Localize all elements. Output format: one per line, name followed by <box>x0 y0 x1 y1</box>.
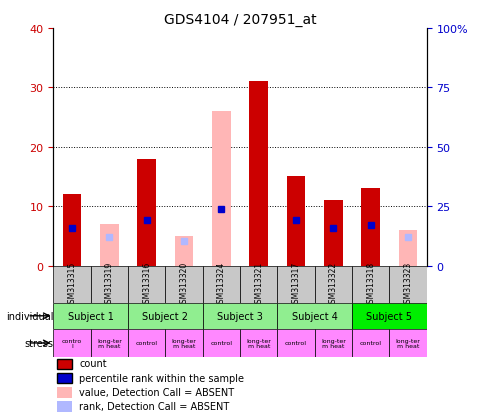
Text: value, Detection Call = ABSENT: value, Detection Call = ABSENT <box>79 387 234 397</box>
FancyBboxPatch shape <box>53 266 91 303</box>
FancyBboxPatch shape <box>202 303 277 329</box>
Bar <box>398 230 417 266</box>
FancyBboxPatch shape <box>240 266 277 303</box>
FancyBboxPatch shape <box>53 329 91 357</box>
Text: control: control <box>359 341 381 346</box>
FancyBboxPatch shape <box>314 266 351 303</box>
Text: contro
l: contro l <box>62 338 82 349</box>
FancyBboxPatch shape <box>91 329 128 357</box>
FancyBboxPatch shape <box>53 303 128 329</box>
Bar <box>323 201 342 266</box>
Text: control: control <box>285 341 306 346</box>
Text: individual: individual <box>6 311 53 321</box>
Text: rank, Detection Call = ABSENT: rank, Detection Call = ABSENT <box>79 401 229 411</box>
FancyBboxPatch shape <box>351 329 389 357</box>
Bar <box>57 359 72 369</box>
Bar <box>361 189 379 266</box>
FancyBboxPatch shape <box>277 303 351 329</box>
FancyBboxPatch shape <box>202 329 240 357</box>
Text: GSM313318: GSM313318 <box>365 261 375 308</box>
FancyBboxPatch shape <box>314 329 351 357</box>
Text: percentile rank within the sample: percentile rank within the sample <box>79 373 244 383</box>
Text: GSM313324: GSM313324 <box>216 261 226 308</box>
Text: Subject 4: Subject 4 <box>291 311 337 321</box>
Bar <box>286 177 305 266</box>
Text: GSM313321: GSM313321 <box>254 261 263 308</box>
FancyBboxPatch shape <box>240 329 277 357</box>
Text: Subject 5: Subject 5 <box>366 311 411 321</box>
Text: long-ter
m heat: long-ter m heat <box>171 338 196 349</box>
Text: GSM313322: GSM313322 <box>328 261 337 308</box>
FancyBboxPatch shape <box>351 303 426 329</box>
Text: long-ter
m heat: long-ter m heat <box>246 338 271 349</box>
Bar <box>57 387 72 398</box>
FancyBboxPatch shape <box>128 266 165 303</box>
Text: GSM313320: GSM313320 <box>179 261 188 308</box>
Title: GDS4104 / 207951_at: GDS4104 / 207951_at <box>164 12 316 26</box>
Text: GSM313317: GSM313317 <box>291 261 300 308</box>
Text: stress: stress <box>24 338 53 348</box>
FancyBboxPatch shape <box>389 329 426 357</box>
Text: GSM313319: GSM313319 <box>105 261 114 308</box>
Bar <box>249 82 268 266</box>
Text: long-ter
m heat: long-ter m heat <box>320 338 345 349</box>
Bar <box>62 195 81 266</box>
Bar <box>212 112 230 266</box>
FancyBboxPatch shape <box>202 266 240 303</box>
FancyBboxPatch shape <box>91 266 128 303</box>
Text: control: control <box>210 341 232 346</box>
Bar <box>174 236 193 266</box>
FancyBboxPatch shape <box>165 266 202 303</box>
Text: GSM313315: GSM313315 <box>67 261 76 308</box>
Text: long-ter
m heat: long-ter m heat <box>97 338 121 349</box>
Text: Subject 1: Subject 1 <box>68 311 113 321</box>
Text: count: count <box>79 358 107 368</box>
FancyBboxPatch shape <box>277 329 314 357</box>
FancyBboxPatch shape <box>128 329 165 357</box>
Text: GSM313323: GSM313323 <box>403 261 412 308</box>
FancyBboxPatch shape <box>277 266 314 303</box>
FancyBboxPatch shape <box>351 266 389 303</box>
Text: control: control <box>136 341 157 346</box>
Text: long-ter
m heat: long-ter m heat <box>395 338 420 349</box>
Bar <box>57 373 72 383</box>
FancyBboxPatch shape <box>128 303 202 329</box>
FancyBboxPatch shape <box>389 266 426 303</box>
Text: GSM313316: GSM313316 <box>142 261 151 308</box>
FancyBboxPatch shape <box>165 329 202 357</box>
Bar <box>100 224 119 266</box>
Bar <box>57 401 72 412</box>
Text: Subject 2: Subject 2 <box>142 311 188 321</box>
Bar <box>137 159 156 266</box>
Text: Subject 3: Subject 3 <box>217 311 262 321</box>
